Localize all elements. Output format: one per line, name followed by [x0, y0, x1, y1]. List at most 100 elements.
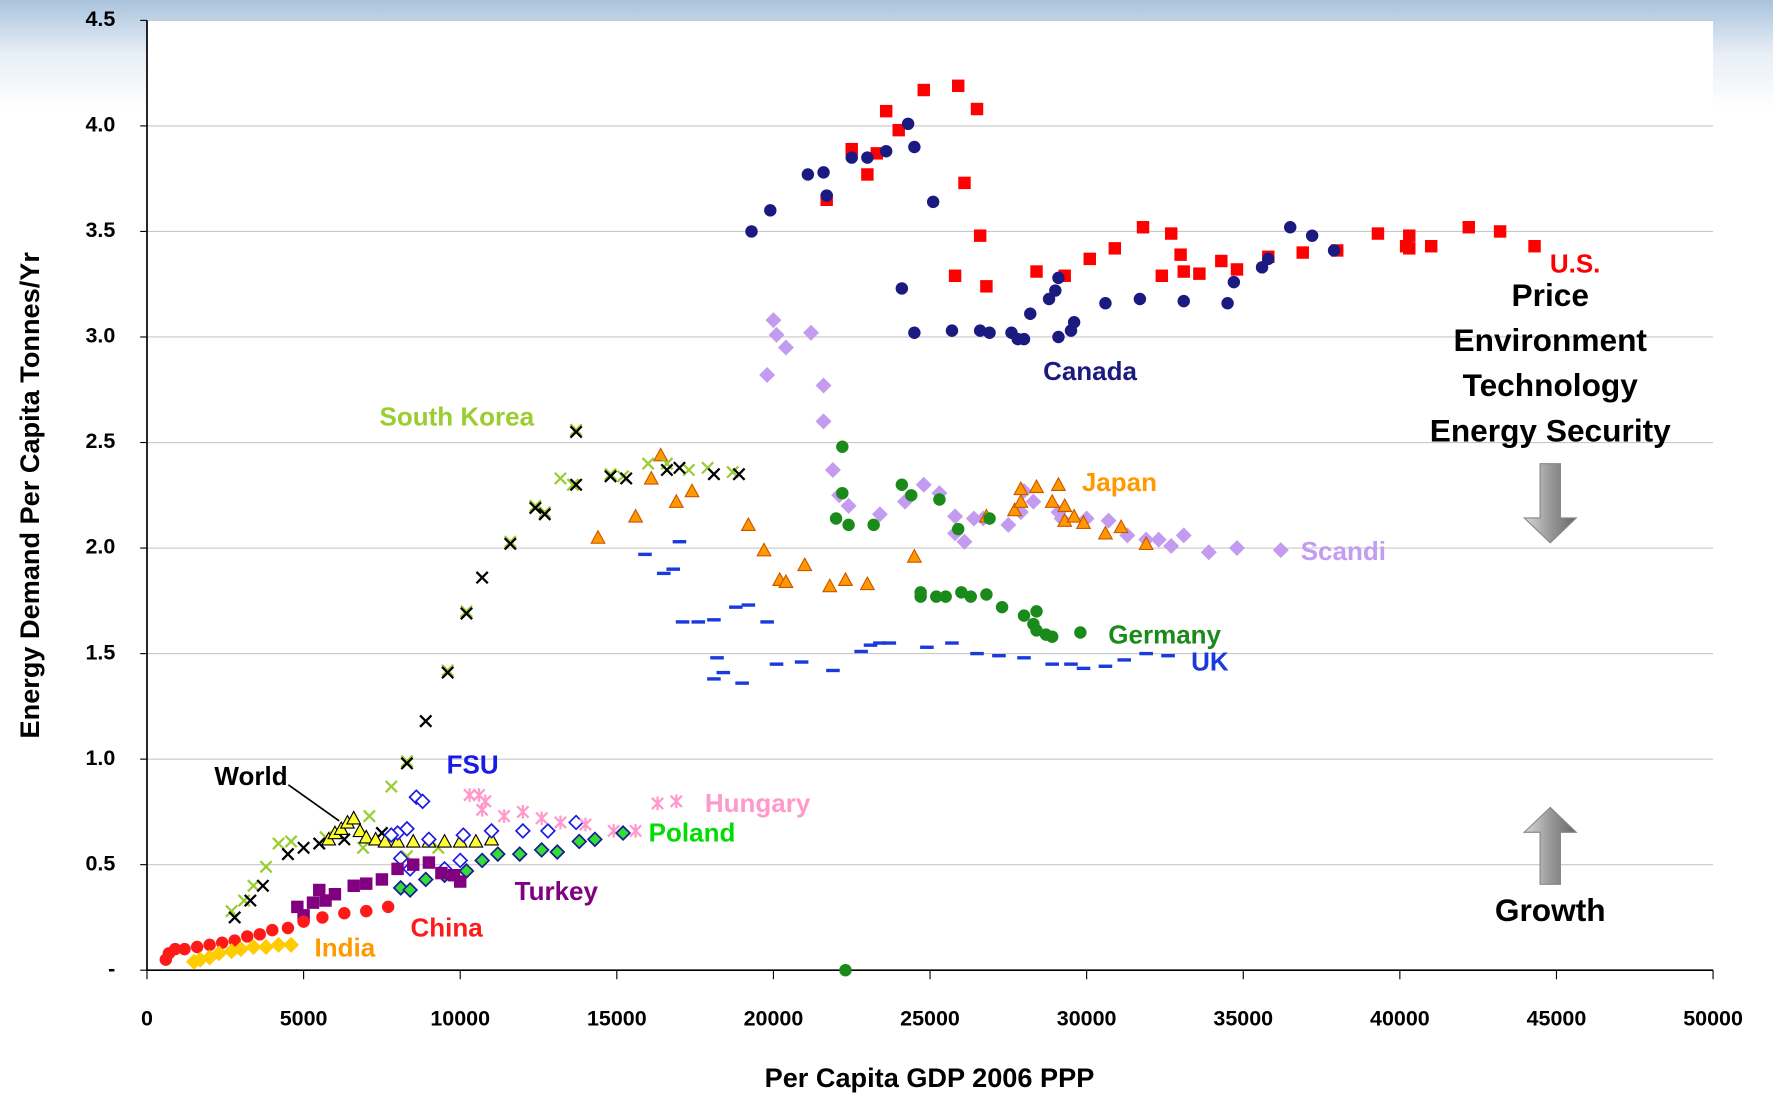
point	[503, 535, 517, 549]
point	[538, 505, 552, 519]
y-tick-label: 2.0	[85, 535, 115, 559]
point	[817, 166, 830, 179]
point	[1229, 540, 1245, 557]
point	[915, 476, 932, 493]
point	[281, 921, 295, 935]
point	[241, 930, 254, 943]
point	[643, 470, 660, 485]
series-label: Germany	[1108, 620, 1221, 650]
point	[1097, 525, 1114, 540]
point	[352, 822, 368, 838]
point	[1042, 292, 1056, 306]
point	[441, 666, 455, 680]
point	[384, 780, 398, 794]
point	[1083, 252, 1096, 266]
point	[956, 533, 973, 550]
point	[297, 841, 311, 855]
point	[266, 923, 279, 937]
point	[908, 140, 921, 154]
point	[590, 529, 606, 544]
point	[820, 189, 833, 202]
point	[1100, 512, 1117, 529]
point	[316, 911, 329, 924]
plot-area	[146, 20, 1714, 971]
point	[797, 556, 813, 572]
point	[400, 754, 414, 768]
point	[801, 168, 815, 181]
point	[1255, 261, 1269, 274]
point	[1013, 493, 1029, 508]
point	[1136, 221, 1150, 234]
point	[468, 833, 484, 848]
point	[360, 877, 373, 890]
x-tick-label: 35000	[1213, 1007, 1273, 1031]
y-tick-label: 3.5	[85, 218, 115, 242]
point	[803, 324, 819, 341]
point	[1099, 296, 1112, 310]
x-tick-label: 0	[141, 1007, 153, 1031]
world-leader-line	[287, 784, 340, 822]
point	[1030, 605, 1043, 618]
marks	[159, 79, 1541, 977]
point	[215, 936, 229, 949]
point	[1013, 480, 1029, 496]
up-arrow	[1522, 806, 1578, 885]
point	[407, 858, 420, 871]
point	[243, 894, 257, 908]
point	[539, 822, 556, 839]
point	[414, 793, 431, 810]
point	[474, 852, 491, 869]
point	[228, 910, 242, 924]
point	[447, 868, 461, 882]
point	[980, 280, 993, 293]
point	[441, 664, 455, 677]
point	[247, 879, 260, 893]
point	[452, 852, 469, 869]
x-tick-label: 50000	[1683, 1007, 1743, 1031]
point	[619, 471, 633, 485]
point	[822, 578, 838, 593]
point	[422, 856, 436, 869]
point	[651, 796, 664, 811]
point	[682, 463, 696, 477]
point	[178, 942, 191, 956]
y-tick-label: 3.0	[85, 324, 115, 348]
point	[535, 811, 549, 826]
series-label: Scandi	[1301, 536, 1386, 566]
x-tick-label: 20000	[744, 1007, 804, 1031]
point	[497, 809, 511, 823]
point	[1174, 248, 1187, 261]
y-tick-label: -	[108, 957, 115, 981]
series-label: Turkey	[515, 876, 599, 906]
point	[1044, 493, 1060, 508]
point	[948, 269, 962, 282]
point	[895, 478, 909, 491]
point	[952, 522, 965, 536]
point	[1052, 330, 1065, 344]
point	[245, 938, 262, 955]
point	[1175, 527, 1192, 544]
point	[947, 508, 964, 525]
point	[604, 467, 618, 481]
point	[1296, 246, 1309, 259]
point	[338, 906, 351, 920]
point	[258, 938, 275, 955]
point	[1262, 252, 1275, 266]
point	[829, 512, 843, 525]
point	[400, 756, 414, 770]
point	[836, 440, 849, 453]
point	[906, 548, 923, 563]
point	[995, 600, 1009, 614]
point	[203, 938, 216, 952]
point	[328, 887, 342, 901]
series-label: Hungary	[705, 788, 811, 818]
point	[604, 469, 618, 483]
point	[297, 915, 310, 928]
point	[1066, 508, 1082, 523]
point	[1230, 263, 1244, 276]
point	[980, 588, 993, 601]
point	[463, 788, 477, 802]
point	[1403, 242, 1416, 255]
point	[1025, 493, 1042, 510]
